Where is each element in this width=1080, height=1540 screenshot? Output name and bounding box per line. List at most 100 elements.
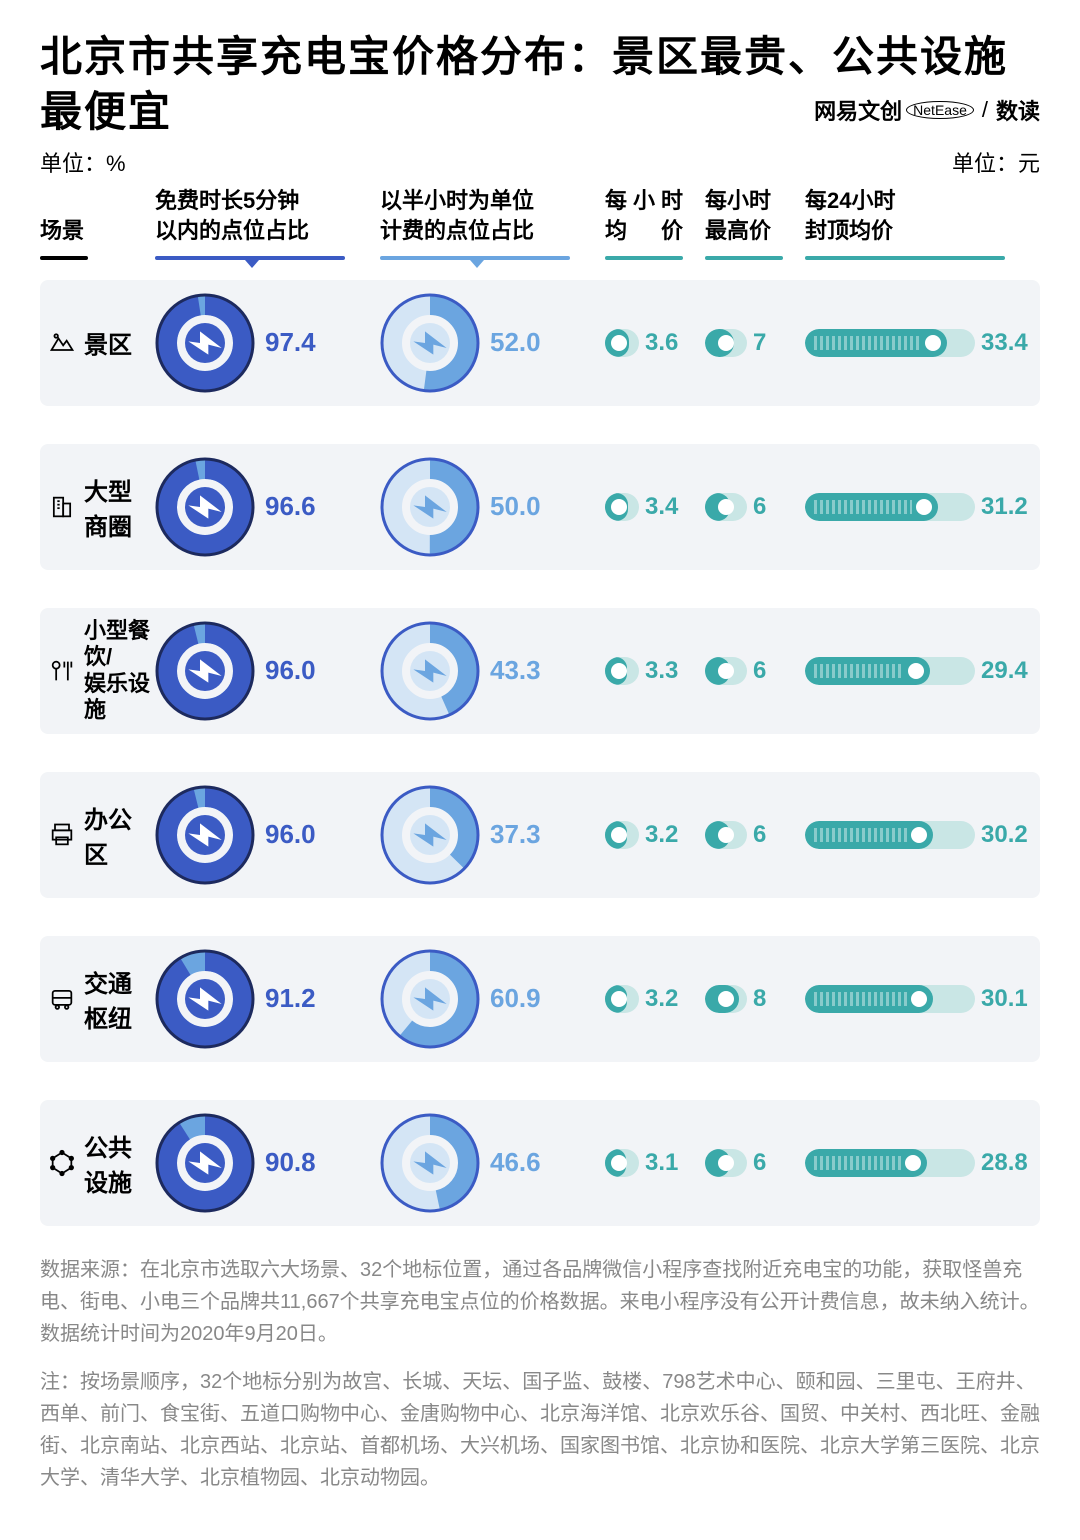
- daily-cap-cell: 30.1: [805, 985, 1032, 1013]
- donut2-value: 50.0: [490, 491, 541, 522]
- brand-slash: /: [982, 97, 988, 123]
- scene-icon: [48, 329, 76, 357]
- brand: 网易文创 NetEase / 数读: [814, 94, 1040, 126]
- daily-cap-value: 31.2: [981, 493, 1028, 521]
- hourly-avg-value: 3.2: [645, 985, 678, 1013]
- daily-cap-cell: 28.8: [805, 1149, 1032, 1177]
- donut2-value: 37.3: [490, 819, 541, 850]
- hourly-avg-cell: 3.4: [605, 493, 705, 521]
- daily-cap-value: 29.4: [981, 657, 1028, 685]
- hourly-max-cell: 6: [705, 821, 805, 849]
- header-c1-label: 免费时长5分钟以内的点位占比: [155, 188, 309, 243]
- hourly-avg-value: 3.2: [645, 821, 678, 849]
- hourly-max-value: 6: [753, 821, 766, 849]
- notes-landmarks: 注：按场景顺序，32个地标分别为故宫、长城、天坛、国子监、鼓楼、798艺术中心、…: [40, 1366, 1040, 1494]
- scene-cell: 小型餐饮/娱乐设施: [40, 618, 155, 724]
- daily-cap-cell: 31.2: [805, 493, 1032, 521]
- brand-row: 网易文创 NetEase / 数读: [40, 94, 1040, 126]
- scene-icon: [48, 657, 76, 685]
- daily-cap-value: 30.2: [981, 821, 1028, 849]
- donut-halfhour: 60.9: [380, 949, 605, 1049]
- brand-right: 数读: [996, 94, 1040, 126]
- scene-label: 景区: [84, 325, 132, 360]
- units-row: 单位：% 单位：元: [40, 146, 1040, 178]
- scene-icon: [48, 821, 76, 849]
- hourly-max-value: 6: [753, 657, 766, 685]
- brand-ellipse: NetEase: [906, 101, 974, 119]
- donut1-value: 97.4: [265, 327, 316, 358]
- donut2-value: 60.9: [490, 983, 541, 1014]
- donut2-value: 46.6: [490, 1147, 541, 1178]
- header-c4-label: 每小时最高价: [705, 188, 771, 243]
- data-row: 办公区 96.0 37.3 3.2: [40, 772, 1040, 898]
- hourly-max-value: 6: [753, 493, 766, 521]
- daily-cap-cell: 29.4: [805, 657, 1032, 685]
- donut2-value: 52.0: [490, 327, 541, 358]
- donut-free5min: 90.8: [155, 1113, 380, 1213]
- unit-right: 单位：元: [952, 146, 1040, 178]
- hourly-max-cell: 6: [705, 493, 805, 521]
- notes: 数据来源：在北京市选取六大场景、32个地标位置，通过各品牌微信小程序查找附近充电…: [40, 1254, 1040, 1494]
- scene-label: 办公区: [84, 800, 155, 870]
- hourly-max-value: 6: [753, 1149, 766, 1177]
- hourly-avg-cell: 3.2: [605, 821, 705, 849]
- data-rows: 景区 97.4 52.0 3.6: [40, 280, 1040, 1226]
- scene-label: 公共设施: [84, 1128, 155, 1198]
- header-c1: 免费时长5分钟以内的点位占比: [155, 186, 380, 259]
- data-row: 交通枢纽 91.2 60.9 3.2: [40, 936, 1040, 1062]
- scene-cell: 办公区: [40, 800, 155, 870]
- hourly-avg-cell: 3.2: [605, 985, 705, 1013]
- data-row: 景区 97.4 52.0 3.6: [40, 280, 1040, 406]
- hourly-max-cell: 6: [705, 1149, 805, 1177]
- hourly-avg-cell: 3.3: [605, 657, 705, 685]
- header-c3-label: 每小时均 价: [605, 188, 689, 243]
- hourly-avg-cell: 3.1: [605, 1149, 705, 1177]
- hourly-avg-value: 3.6: [645, 329, 678, 357]
- donut-halfhour: 50.0: [380, 457, 605, 557]
- donut1-value: 96.6: [265, 491, 316, 522]
- daily-cap-value: 30.1: [981, 985, 1028, 1013]
- header-scene-label: 场景: [40, 218, 84, 243]
- donut1-value: 96.0: [265, 819, 316, 850]
- data-row: 大型商圈 96.6 50.0 3.4: [40, 444, 1040, 570]
- brand-left: 网易文创: [814, 94, 902, 126]
- scene-label: 交通枢纽: [84, 964, 155, 1034]
- hourly-avg-cell: 3.6: [605, 329, 705, 357]
- header-c5-label: 每24小时封顶均价: [805, 188, 895, 243]
- scene-icon: [48, 985, 76, 1013]
- donut1-value: 96.0: [265, 655, 316, 686]
- hourly-max-cell: 8: [705, 985, 805, 1013]
- donut-free5min: 97.4: [155, 293, 380, 393]
- daily-cap-value: 33.4: [981, 329, 1028, 357]
- scene-label: 大型商圈: [84, 472, 155, 542]
- unit-left: 单位：%: [40, 146, 126, 178]
- header-c2-label: 以半小时为单位计费的点位占比: [380, 188, 534, 243]
- donut-free5min: 96.6: [155, 457, 380, 557]
- hourly-max-cell: 6: [705, 657, 805, 685]
- scene-icon: [48, 1149, 76, 1177]
- header-c2: 以半小时为单位计费的点位占比: [380, 186, 605, 259]
- donut1-value: 91.2: [265, 983, 316, 1014]
- donut2-value: 43.3: [490, 655, 541, 686]
- header-scene: 场景: [40, 216, 155, 260]
- scene-cell: 公共设施: [40, 1128, 155, 1198]
- donut-halfhour: 46.6: [380, 1113, 605, 1213]
- donut-halfhour: 52.0: [380, 293, 605, 393]
- data-row: 小型餐饮/娱乐设施 96.0 43.3 3: [40, 608, 1040, 734]
- hourly-avg-value: 3.4: [645, 493, 678, 521]
- header-c4: 每小时最高价: [705, 186, 805, 259]
- scene-label: 小型餐饮/娱乐设施: [84, 618, 155, 724]
- data-row: 公共设施 90.8 46.6 3.1: [40, 1100, 1040, 1226]
- daily-cap-value: 28.8: [981, 1149, 1028, 1177]
- donut-free5min: 91.2: [155, 949, 380, 1049]
- hourly-avg-value: 3.3: [645, 657, 678, 685]
- scene-cell: 景区: [40, 325, 155, 360]
- scene-cell: 大型商圈: [40, 472, 155, 542]
- hourly-avg-value: 3.1: [645, 1149, 678, 1177]
- scene-icon: [48, 493, 76, 521]
- donut-halfhour: 37.3: [380, 785, 605, 885]
- hourly-max-value: 7: [753, 329, 766, 357]
- header-c3: 每小时均 价: [605, 186, 705, 259]
- hourly-max-value: 8: [753, 985, 766, 1013]
- header-c5: 每24小时封顶均价: [805, 186, 1040, 259]
